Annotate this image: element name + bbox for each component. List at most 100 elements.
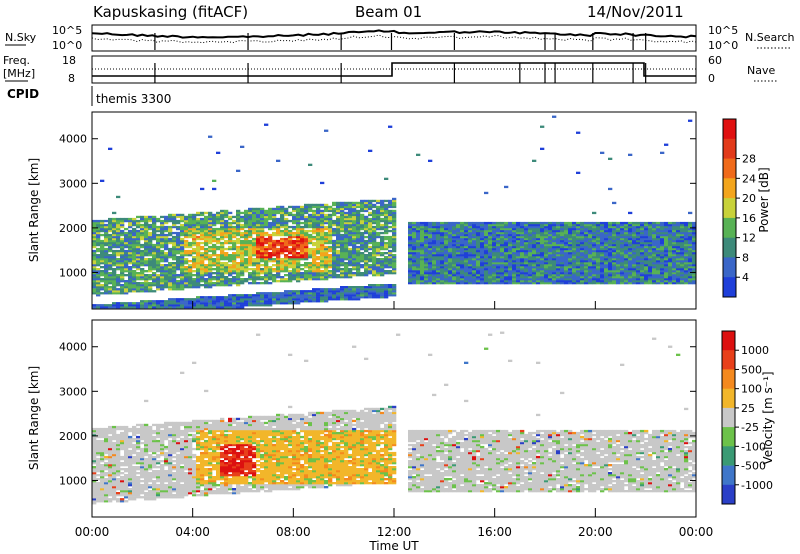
cell-3910 (528, 241, 533, 245)
cell-4135 (556, 233, 561, 237)
cell-4325 (580, 229, 585, 233)
cell-4936 (660, 262, 665, 265)
cell-1723 (272, 270, 277, 273)
cell-1539 (252, 225, 257, 229)
cell-810 (176, 213, 181, 217)
cell-4527 (608, 264, 613, 267)
cell-3196 (436, 239, 441, 243)
cell-3540 (480, 233, 485, 237)
cell-502 (144, 241, 149, 245)
cell-3591 (488, 258, 493, 261)
cell-1909 (292, 274, 297, 277)
cell-1379 (236, 233, 241, 237)
cell-764 (172, 239, 177, 243)
cell-3065 (420, 252, 425, 255)
cell-36 (92, 221, 97, 225)
cell-4406 (592, 254, 597, 257)
cell-1266 (224, 233, 229, 237)
cell-1849 (284, 241, 289, 245)
cell-2978 (408, 237, 413, 241)
cell-2352 (336, 274, 341, 277)
cell-70 (96, 227, 101, 231)
cell-3277 (448, 264, 453, 267)
cell-3015 (412, 225, 417, 229)
cell-1983 (296, 205, 301, 209)
cell-445 (140, 300, 145, 303)
cell-3950 (532, 223, 537, 227)
cell-260 (120, 302, 125, 305)
cell-1023 (200, 254, 205, 257)
cell-1021 (200, 258, 205, 261)
cell-921 (188, 219, 193, 223)
cell-2175 (316, 217, 321, 221)
cell-2839 (384, 294, 389, 297)
cell-3637 (492, 227, 497, 231)
cell-4503 (604, 249, 609, 253)
cell-2019 (300, 207, 305, 211)
cell-1297 (228, 256, 233, 259)
cell-2002 (300, 245, 305, 249)
cell-3516 (480, 282, 485, 285)
cell-3528 (480, 258, 485, 261)
cell-4691 (628, 252, 633, 255)
cell-3958 (536, 272, 541, 275)
cell-3208 (440, 278, 445, 281)
cell-1193 (216, 219, 221, 223)
cell-2294 (328, 231, 333, 235)
cell-472 (140, 227, 145, 231)
cell-1018 (200, 264, 205, 267)
cell-3576 (484, 223, 489, 227)
cell-2082 (308, 239, 313, 243)
cell-4769 (636, 223, 641, 227)
cell-2236 (324, 274, 329, 277)
cell-1804 (280, 252, 285, 255)
cell-4899 (656, 274, 661, 277)
cell-1019 (200, 262, 205, 265)
cell-4885 (652, 239, 657, 243)
cell-3836 (520, 266, 525, 269)
cell-4464 (600, 264, 605, 267)
cell-1715 (272, 298, 277, 301)
cell-2692 (368, 254, 373, 257)
cell-3042 (416, 233, 421, 237)
cell-3622 (492, 258, 497, 261)
cell-4096 (552, 247, 557, 251)
cell-144 (108, 306, 113, 309)
cell-3968 (536, 252, 541, 255)
cell-521 (148, 288, 153, 291)
cell-4128 (556, 247, 561, 251)
cell-3548 (484, 280, 489, 283)
cell-1567 (256, 258, 261, 261)
cell-4647 (624, 278, 629, 281)
cell-993 (196, 231, 201, 235)
cell-1651 (264, 262, 269, 265)
cell-202 (112, 254, 117, 257)
cell-288 (120, 233, 125, 237)
cell-2161 (316, 245, 321, 249)
cell-2412 (340, 235, 345, 239)
cell-4066 (548, 245, 553, 249)
cell-2688 (368, 264, 373, 267)
cell-3441 (468, 245, 473, 249)
cell-2020 (300, 205, 305, 209)
cell-3535 (480, 243, 485, 247)
cell-2141 (316, 298, 321, 301)
cell-3569 (484, 237, 489, 241)
cell-4580 (612, 223, 617, 227)
cell-1085 (208, 298, 213, 301)
cell-1823 (280, 209, 285, 213)
cell-3687 (500, 252, 505, 255)
cell-3048 (416, 221, 421, 225)
cell-2261 (324, 217, 329, 221)
cell-1578 (256, 235, 261, 239)
cell-1980 (296, 211, 301, 215)
cell-2128 (312, 227, 317, 231)
cell-4865 (652, 280, 657, 283)
cell-4649 (624, 274, 629, 277)
cell-3579 (488, 282, 493, 285)
cell-1790 (280, 298, 285, 301)
cell-2578 (356, 247, 361, 251)
cell-4876 (652, 258, 657, 261)
cell-2802 (380, 290, 385, 293)
cell-3922 (532, 280, 537, 283)
